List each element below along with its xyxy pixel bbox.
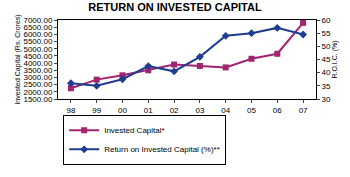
- svg-text:R.O.I.C. (%): R.O.I.C. (%): [331, 40, 339, 78]
- svg-text:5000.00: 5000.00: [23, 45, 52, 54]
- svg-text:2000.00: 2000.00: [23, 88, 52, 97]
- svg-text:50: 50: [322, 42, 331, 51]
- svg-text:RETURN ON INVESTED CAPITAL: RETURN ON INVESTED CAPITAL: [88, 1, 262, 13]
- svg-text:6500.00: 6500.00: [23, 23, 52, 32]
- svg-text:3000.00: 3000.00: [23, 73, 52, 82]
- svg-text:5500.00: 5500.00: [23, 37, 52, 46]
- svg-text:04: 04: [221, 106, 230, 115]
- svg-text:4000.00: 4000.00: [23, 59, 52, 68]
- svg-text:7000.00: 7000.00: [23, 16, 52, 25]
- svg-text:00: 00: [118, 106, 127, 115]
- svg-text:2500.00: 2500.00: [23, 80, 52, 89]
- svg-text:99: 99: [92, 106, 101, 115]
- svg-text:35: 35: [322, 82, 331, 91]
- svg-text:Invested Capital (Rs. Crores): Invested Capital (Rs. Crores): [14, 14, 22, 104]
- svg-text:06: 06: [273, 106, 282, 115]
- svg-text:Invested Capital*: Invested Capital*: [104, 126, 164, 135]
- svg-text:03: 03: [195, 106, 204, 115]
- svg-text:1500.00: 1500.00: [23, 95, 52, 104]
- svg-text:40: 40: [322, 68, 331, 77]
- svg-text:07: 07: [299, 106, 308, 115]
- svg-text:60: 60: [322, 16, 331, 25]
- svg-text:6000.00: 6000.00: [23, 30, 52, 39]
- svg-text:05: 05: [247, 106, 256, 115]
- svg-text:4500.00: 4500.00: [23, 52, 52, 61]
- svg-text:3500.00: 3500.00: [23, 66, 52, 75]
- svg-text:01: 01: [144, 106, 153, 115]
- svg-text:98: 98: [66, 106, 75, 115]
- svg-text:55: 55: [322, 29, 331, 38]
- svg-text:45: 45: [322, 55, 331, 64]
- svg-text:Return on Invested Capital (%): Return on Invested Capital (%)**: [104, 145, 220, 154]
- svg-text:30: 30: [322, 95, 331, 104]
- svg-text:02: 02: [170, 106, 179, 115]
